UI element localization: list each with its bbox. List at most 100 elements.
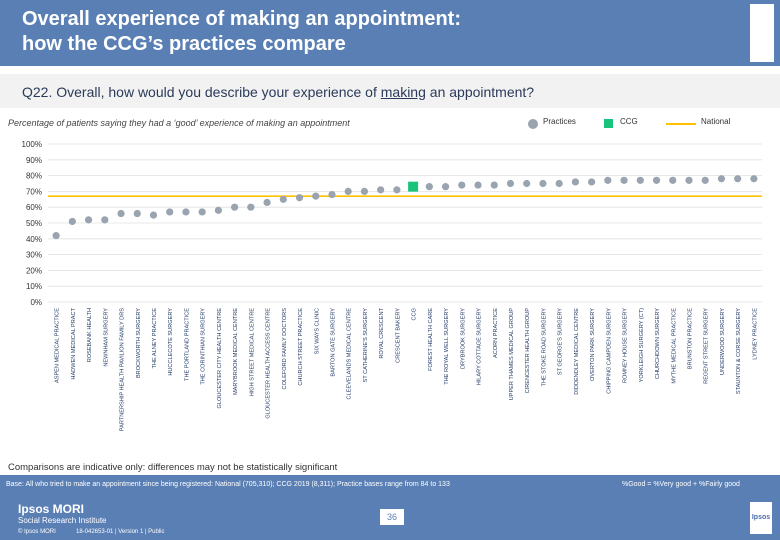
practice-point: [149, 211, 158, 219]
x-category-label: ACORN PRACTICE: [493, 308, 499, 358]
practice-point: [555, 179, 563, 188]
practice-point: [68, 217, 76, 226]
x-category-label: HIGH STREET MEDICAL CENTRE: [249, 308, 255, 397]
x-category-label: BARTON GATE SURGERY: [330, 308, 336, 377]
logo-placeholder: [750, 4, 774, 62]
ccg-point: [408, 181, 419, 192]
legend-practices-marker: [528, 119, 538, 129]
y-tick-label: 60%: [26, 203, 42, 212]
copyright: © Ipsos MORI: [18, 529, 56, 535]
question-underlined: making: [380, 84, 426, 100]
x-category-label: NEWNHAM SURGERY: [103, 308, 109, 367]
x-category-label: HILARY COTTAGE SURGERY: [477, 308, 483, 386]
x-category-label: BROCKWORTH SURGERY: [136, 308, 142, 378]
job-reference: 18-042653-01 | Version 1 | Public: [76, 529, 165, 535]
practice-point: [84, 216, 93, 224]
ipsos-logo: Ipsos: [750, 502, 772, 534]
question-prefix: Q22. Overall, how would you describe you…: [22, 84, 381, 100]
practice-point: [198, 208, 206, 216]
y-tick-label: 0%: [30, 298, 42, 307]
x-category-label: ROMNEY HOUSE SURGERY: [623, 308, 629, 383]
question-suffix: an appointment?: [425, 84, 535, 100]
x-category-label: REGENT STREET SURGERY: [704, 308, 710, 384]
footer-band: [0, 475, 780, 540]
x-category-label: COLEFORD FAMILY DOCTORS: [282, 308, 288, 390]
x-category-label: UNDERWOOD SURGERY: [720, 308, 726, 375]
x-category-label: ST CATHERINE'S SURGERY: [363, 308, 369, 383]
x-category-label: THE CORINTHIAN SURGERY: [201, 308, 207, 385]
x-category-label: DRYBROOK SURGERY: [460, 308, 466, 369]
x-category-label: OVERTON PARK SURGERY: [590, 308, 596, 381]
legend-ccg-marker: [604, 119, 613, 128]
y-tick-label: 10%: [26, 282, 42, 291]
x-category-label: ROYAL CRESCENT: [379, 307, 385, 358]
practice-point: [604, 176, 612, 184]
practice-point: [620, 176, 628, 184]
practice-point: [312, 192, 320, 200]
question-text: Q22. Overall, how would you describe you…: [22, 84, 534, 100]
y-tick-label: 70%: [26, 187, 42, 196]
practice-point: [506, 179, 515, 188]
x-category-label: STAUNTON & CORSE SURGERY: [736, 308, 742, 394]
practice-point: [101, 216, 109, 224]
x-category-label: BRUNSTON PRACTICE: [687, 308, 693, 369]
formula-note: %Good = %Very good + %Fairly good: [622, 481, 740, 488]
x-category-label: MARYBROOK MEDICAL CENTRE: [233, 308, 239, 395]
y-tick-label: 100%: [22, 140, 42, 149]
x-category-label: HADWEN MEDICAL PRACT: [71, 307, 77, 379]
practice-point: [474, 181, 482, 189]
practice-point: [425, 183, 433, 191]
practice-point: [490, 181, 498, 189]
legend-national-label: National: [701, 117, 731, 126]
brand-name: Ipsos MORI: [18, 502, 85, 516]
x-category-label: CIRENCESTER HEALTH GROUP: [525, 308, 531, 394]
y-tick-label: 20%: [26, 266, 42, 275]
practice-point: [117, 209, 125, 218]
practice-point: [652, 176, 661, 184]
x-category-label: THE ALNEY PRACTICE: [152, 308, 158, 369]
x-category-label: CLEEVELANDS MEDICAL CENTRE: [347, 308, 353, 400]
comparison-note: Comparisons are indicative only: differe…: [8, 462, 338, 473]
y-tick-label: 30%: [26, 251, 42, 260]
x-category-label: FOREST HEALTH CARE: [428, 308, 434, 371]
x-category-label: HUCCLECOTE SURGERY: [168, 308, 174, 376]
practice-point: [279, 195, 287, 203]
base-note: Base: All who tried to make an appointme…: [6, 481, 450, 488]
legend-national-marker: [666, 123, 696, 125]
y-tick-label: 50%: [26, 219, 42, 228]
practice-point: [588, 178, 596, 186]
chart-subtitle: Percentage of patients saying they had a…: [8, 118, 350, 128]
x-category-label: THE ROYAL WELL SURGERY: [444, 308, 450, 385]
practice-point: [458, 181, 466, 189]
x-category-label: YORKLEIGH SURGERY (CT): [639, 308, 645, 383]
practice-point: [377, 186, 385, 194]
x-category-label: THE STOKE ROAD SURGERY: [541, 308, 547, 387]
question-band: [0, 74, 780, 108]
practice-point: [734, 175, 742, 183]
x-category-label: ASPEN MEDICAL PRACTICE: [55, 308, 61, 383]
practice-point: [441, 183, 450, 191]
x-category-label: CHURCH STREET PRACTICE: [298, 308, 304, 386]
x-category-label: PARTNERSHIP HEALTH PAVILION FAMILY DRS: [120, 308, 126, 431]
practice-point: [182, 208, 190, 216]
slide-title: Overall experience of making an appointm…: [22, 8, 462, 55]
practice-point: [571, 178, 579, 186]
x-category-label: ST GEORGE'S SURGERY: [558, 308, 564, 375]
x-category-label: SIX WAYS CLINIC: [314, 308, 320, 354]
y-tick-label: 80%: [26, 172, 42, 181]
title-band: [0, 0, 780, 66]
practice-point: [539, 179, 547, 188]
x-category-label: DIDDENDLEY MEDICAL CENTRE: [574, 308, 580, 395]
practice-point: [295, 194, 304, 202]
practice-point: [523, 179, 531, 188]
practice-point: [750, 175, 758, 183]
brand-subtitle: Social Research Institute: [18, 516, 107, 525]
x-category-label: LYDNEY PRACTICE: [752, 308, 758, 360]
chart: 100% 90% 80% 70% 60% 50% 40% 30% 20% 10% 0% ASPEN M…: [22, 140, 762, 431]
practice-point: [393, 186, 401, 194]
practice-point: [52, 232, 60, 240]
x-category-label: GLOUCESTER HEALTH ACCESS CENTRE: [266, 308, 272, 419]
legend-practices-label: Practices: [543, 117, 576, 126]
practice-point: [685, 176, 693, 184]
x-category-label: ROSEBANK HEALTH: [87, 308, 93, 362]
